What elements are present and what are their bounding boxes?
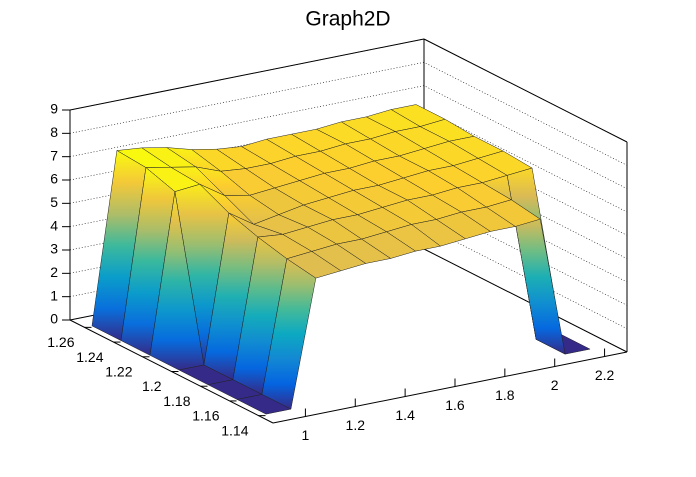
z-tick-label: 0 bbox=[50, 311, 58, 327]
x-tick-label: 1.2 bbox=[346, 417, 366, 433]
y-tick-label: 1.2 bbox=[142, 378, 162, 394]
x-tick-label: 1.6 bbox=[445, 397, 465, 413]
x-tick-label: 1.8 bbox=[495, 387, 515, 403]
x-tick-label: 2.2 bbox=[595, 367, 615, 383]
x-tick-label: 1.4 bbox=[395, 407, 415, 423]
y-tick-label: 1.24 bbox=[76, 349, 103, 365]
z-tick-label: 4 bbox=[50, 217, 58, 233]
y-tick-label: 1.26 bbox=[47, 334, 74, 350]
x-tick-label: 1 bbox=[302, 427, 310, 443]
z-tick-label: 2 bbox=[50, 264, 58, 280]
z-tick-label: 1 bbox=[50, 287, 58, 303]
grid-line bbox=[69, 85, 628, 189]
chart-title: Graph2D bbox=[305, 8, 390, 31]
y-tick-label: 1.14 bbox=[221, 422, 248, 438]
z-tick-label: 8 bbox=[50, 124, 58, 140]
x-tick-label: 2 bbox=[551, 377, 559, 393]
z-tick-label: 3 bbox=[50, 241, 58, 257]
y-tick-label: 1.16 bbox=[192, 408, 219, 424]
z-tick-label: 6 bbox=[50, 171, 58, 187]
y-tick-label: 1.18 bbox=[163, 393, 190, 409]
z-tick-label: 9 bbox=[50, 101, 58, 117]
y-tick-label: 1.22 bbox=[105, 363, 132, 379]
grid-line bbox=[69, 38, 628, 143]
x-axis bbox=[272, 351, 628, 424]
z-tick-label: 7 bbox=[50, 147, 58, 163]
grid-line bbox=[69, 62, 628, 166]
z-tick-label: 5 bbox=[50, 194, 58, 210]
surface-cell bbox=[236, 394, 292, 415]
